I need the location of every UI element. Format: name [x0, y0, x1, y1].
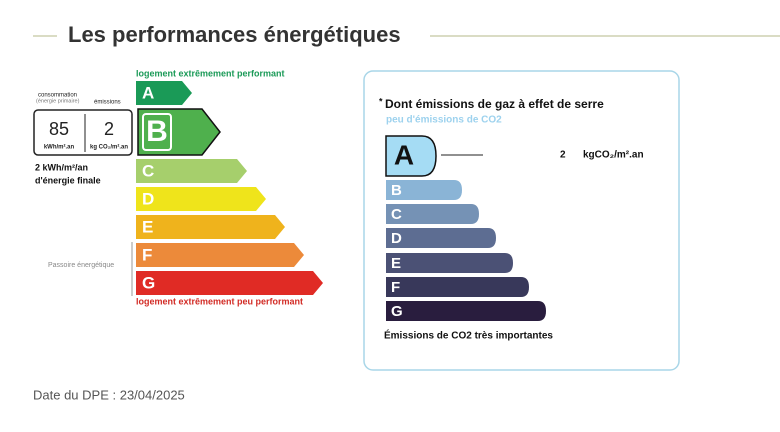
ges-class-letter: A [394, 139, 414, 170]
ges-title: Dont émissions de gaz à effet de serre [385, 97, 604, 111]
ges-class-letter: C [391, 206, 402, 223]
energy-class-bar [136, 271, 323, 295]
ges-class-letter: B [391, 182, 402, 199]
bottom-label: logement extrêmement peu performant [136, 296, 303, 306]
consumption-sub: (énergie primaire) [36, 98, 80, 104]
ges-asterisk: * [379, 96, 383, 106]
energy-class-letter: C [142, 161, 154, 180]
energy-class-bar [136, 159, 247, 183]
ges-class-letter: G [391, 303, 403, 320]
final-energy: d'énergie finale [35, 175, 101, 185]
ges-class-bar [386, 253, 513, 273]
consumption-label: consommation [38, 93, 77, 99]
consumption-unit: kWh/m².an [44, 144, 75, 151]
energy-class-letter: A [142, 83, 154, 102]
page-title: Les performances énergétiques [68, 22, 401, 47]
ges-class-bar [386, 228, 496, 248]
consumption-value: 85 [49, 119, 69, 139]
ges-class-letter: F [391, 279, 400, 296]
energy-class-bar [136, 187, 266, 211]
passoire-label: Passoire énergétique [48, 262, 114, 269]
dpe-date: Date du DPE : 23/04/2025 [33, 387, 185, 402]
energy-class-letter: B [146, 115, 168, 148]
ges-class-letter: E [391, 255, 401, 272]
energy-class-bar [136, 215, 285, 239]
ges-top-label: peu d'émissions de CO2 [386, 115, 502, 126]
ges-class-bar [386, 204, 479, 224]
ges-class-letter: D [391, 230, 402, 247]
ges-class-bar [385, 135, 437, 177]
energy-class-bar [136, 81, 192, 105]
final-energy: 2 kWh/m²/an [35, 162, 88, 172]
emissions-label: émissions [94, 100, 121, 106]
energy-class-letter: E [142, 217, 153, 236]
ges-class-bar [386, 180, 462, 200]
energy-class-letter: F [142, 245, 152, 264]
emissions-value: 2 [104, 119, 114, 139]
ges-unit: kgCO₂/m².an [583, 150, 644, 161]
ges-bottom-label: Émissions de CO2 très importantes [384, 329, 553, 342]
energy-class-bar [136, 243, 304, 267]
emissions-unit: kg CO₂/m².an [90, 144, 128, 151]
energy-class-letter: D [142, 189, 154, 208]
ges-class-bar [386, 277, 529, 297]
top-label: logement extrêmement performant [136, 68, 285, 78]
value-box [33, 109, 133, 156]
ges-value: 2 [560, 150, 566, 161]
ges-class-bar [386, 301, 546, 321]
energy-class-letter: G [142, 273, 155, 292]
energy-class-letter-box [142, 113, 172, 151]
